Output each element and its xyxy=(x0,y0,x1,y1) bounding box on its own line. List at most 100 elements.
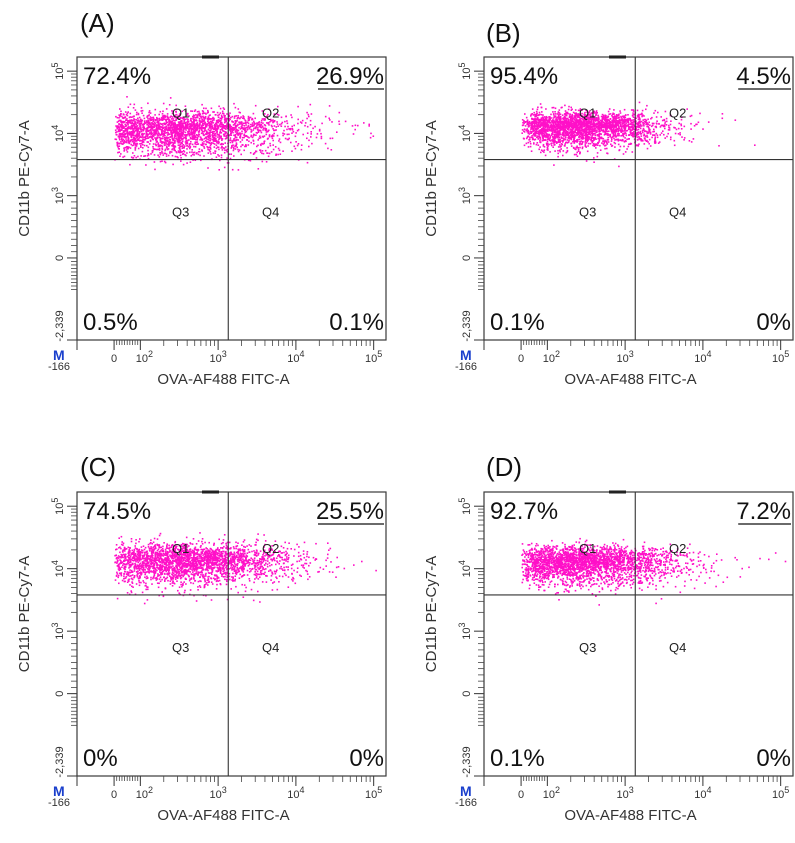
scatter-point xyxy=(196,136,199,139)
scatter-point xyxy=(637,124,640,127)
scatter-point xyxy=(256,123,259,125)
scatter-point xyxy=(590,119,593,121)
scatter-point xyxy=(267,146,269,149)
scatter-point xyxy=(170,133,173,135)
scatter-point xyxy=(291,116,293,119)
scatter-point xyxy=(562,139,565,141)
scatter-point xyxy=(558,126,561,128)
scatter-point xyxy=(128,120,130,122)
scatter-point xyxy=(120,123,123,126)
scatter-point xyxy=(170,124,172,127)
scatter-point xyxy=(559,120,561,122)
scatter-point xyxy=(613,137,615,140)
scatter-point xyxy=(242,127,244,130)
scatter-point xyxy=(558,112,561,114)
scatter-point xyxy=(143,136,146,139)
scatter-point xyxy=(283,133,286,135)
scatter-point xyxy=(219,129,222,131)
scatter-point xyxy=(654,141,657,144)
scatter-point xyxy=(154,114,156,116)
scatter-point xyxy=(197,153,200,156)
scatter-point xyxy=(138,116,141,119)
scatter-point xyxy=(571,128,574,131)
scatter-point xyxy=(254,117,256,120)
scatter-point xyxy=(201,130,204,132)
scatter-point xyxy=(597,124,599,126)
scatter-point xyxy=(132,137,135,139)
scatter-point xyxy=(558,113,560,116)
scatter-point xyxy=(139,140,141,142)
scatter-point xyxy=(618,116,620,119)
scatter-point xyxy=(157,148,159,151)
scatter-point xyxy=(215,137,217,140)
scatter-point xyxy=(180,131,183,134)
scatter-point xyxy=(179,151,181,154)
scatter-point xyxy=(297,105,299,108)
scatter-point xyxy=(267,122,269,125)
scatter-point xyxy=(144,139,146,141)
scatter-point xyxy=(154,137,156,139)
scatter-point xyxy=(624,116,627,118)
scatter-point xyxy=(265,133,268,136)
scatter-point xyxy=(119,115,121,118)
scatter-point xyxy=(530,150,533,152)
scatter-point xyxy=(115,131,117,134)
scatter-point xyxy=(607,138,609,141)
scatter-point xyxy=(564,110,567,112)
scatter-point xyxy=(538,133,541,136)
scatter-point xyxy=(275,129,277,131)
scatter-point xyxy=(670,120,672,122)
scatter-point xyxy=(157,142,160,144)
scatter-point xyxy=(196,121,199,124)
scatter-point xyxy=(612,132,614,135)
scatter-point xyxy=(129,147,132,149)
scatter-point xyxy=(168,138,171,141)
scatter-point xyxy=(142,147,144,149)
scatter-point xyxy=(613,121,616,123)
scatter-point xyxy=(280,116,283,119)
scatter-point xyxy=(270,135,273,138)
scatter-point xyxy=(193,127,195,129)
scatter-point xyxy=(181,147,184,149)
scatter-point xyxy=(123,140,126,143)
scatter-point xyxy=(536,135,539,137)
scatter-point xyxy=(560,120,563,123)
scatter-point xyxy=(158,132,160,135)
scatter-point xyxy=(130,124,133,127)
scatter-point xyxy=(219,112,222,114)
scatter-point xyxy=(207,146,209,149)
scatter-point xyxy=(275,126,278,128)
scatter-point xyxy=(136,121,138,124)
scatter-point xyxy=(253,127,255,130)
scatter-point xyxy=(222,112,225,115)
scatter-point xyxy=(578,135,581,137)
scatter-point xyxy=(172,132,175,134)
scatter-point xyxy=(219,120,221,122)
scatter-point xyxy=(165,120,167,122)
scatter-point xyxy=(583,128,585,131)
scatter-point xyxy=(202,115,204,118)
scatter-point xyxy=(306,132,309,134)
scatter-point xyxy=(119,134,122,136)
scatter-point xyxy=(132,125,134,127)
scatter-point xyxy=(213,127,215,129)
scatter-point xyxy=(210,142,213,144)
scatter-point xyxy=(602,117,604,119)
scatter-point xyxy=(534,113,537,116)
scatter-point xyxy=(576,128,579,131)
scatter-point xyxy=(145,120,148,122)
scatter-point xyxy=(221,128,223,131)
scatter-point xyxy=(587,116,589,118)
panel-label: (B) xyxy=(486,18,521,48)
scatter-point xyxy=(177,121,180,123)
scatter-point xyxy=(183,137,185,139)
scatter-point xyxy=(129,133,132,136)
scatter-point xyxy=(620,119,623,121)
scatter-point xyxy=(240,122,243,125)
scatter-point xyxy=(123,147,125,149)
scatter-point xyxy=(134,109,137,111)
scatter-point xyxy=(238,121,240,124)
scatter-point xyxy=(540,123,543,126)
scatter-point xyxy=(189,133,192,136)
scatter-point xyxy=(585,120,588,122)
